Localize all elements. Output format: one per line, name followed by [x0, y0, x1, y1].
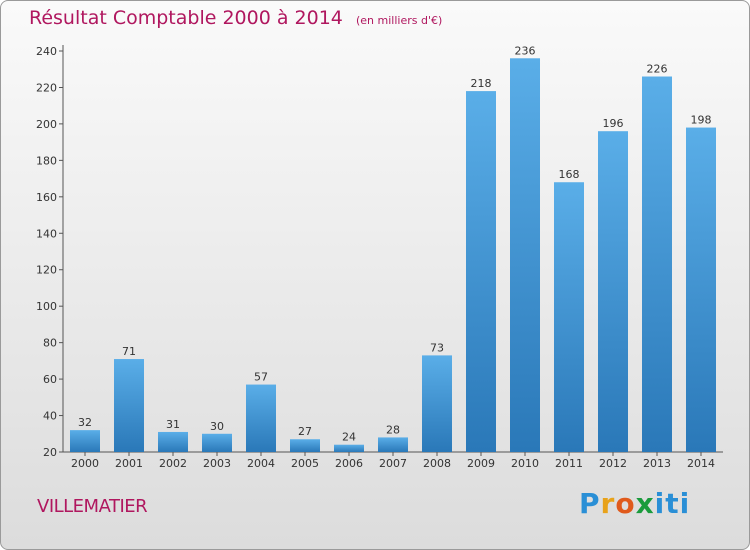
x-tick-label: 2005 [291, 457, 319, 470]
logo-letter: o [615, 487, 636, 520]
bar [554, 182, 584, 452]
x-tick-label: 2013 [643, 457, 671, 470]
bar-value-label: 196 [603, 117, 624, 130]
y-tick-label: 200 [36, 118, 57, 131]
commune-name: VILLEMATIER [37, 496, 148, 517]
title-block: Résultat Comptable 2000 à 2014 (en milli… [29, 7, 442, 29]
y-tick-label: 40 [43, 410, 57, 423]
bar-value-label: 32 [78, 416, 92, 429]
y-tick-label: 60 [43, 373, 57, 386]
bar-value-label: 198 [691, 114, 712, 127]
bar [642, 76, 672, 452]
y-tick-label: 100 [36, 300, 57, 313]
y-tick-label: 240 [36, 45, 57, 58]
bar [466, 91, 496, 452]
x-tick-label: 2010 [511, 457, 539, 470]
x-tick-label: 2006 [335, 457, 363, 470]
bar [422, 355, 452, 452]
bar-value-label: 218 [471, 77, 492, 90]
bar [158, 431, 188, 452]
labels: 32 71 31 30 57 27 24 28 73 218 236 168 196 226 198 [78, 44, 712, 443]
y-tick-label: 20 [43, 446, 57, 459]
bars [70, 58, 716, 453]
y-tick-label: 160 [36, 191, 57, 204]
x-tick-label: 2007 [379, 457, 407, 470]
bar [378, 437, 408, 452]
x-tick-label: 2012 [599, 457, 627, 470]
x-tick-label: 2014 [687, 457, 715, 470]
bar-value-label: 57 [254, 371, 268, 384]
bar-value-label: 30 [210, 420, 224, 433]
logo-letter: x [635, 487, 655, 520]
bar [290, 439, 320, 452]
logo-letter: r [600, 487, 616, 520]
bar-value-label: 236 [515, 44, 536, 57]
bar-value-label: 168 [559, 168, 580, 181]
bar-value-label: 71 [122, 345, 136, 358]
bar [598, 131, 628, 452]
logo-letter: i [679, 487, 691, 520]
bar [686, 127, 716, 453]
bar-value-label: 27 [298, 425, 312, 438]
y-tick-label: 140 [36, 227, 57, 240]
x-tick-label: 2003 [203, 457, 231, 470]
x-tick-label: 2004 [247, 457, 275, 470]
proxiti-logo: Proxiti [579, 487, 690, 520]
bar-value-label: 24 [342, 431, 356, 444]
x-tick-label: 2011 [555, 457, 583, 470]
x-tick-label: 2000 [71, 457, 99, 470]
y-tick-label: 220 [36, 81, 57, 94]
x-tick-label: 2001 [115, 457, 143, 470]
bar-value-label: 226 [647, 63, 668, 76]
logo-letter: i [654, 487, 666, 520]
x-tick-label: 2002 [159, 457, 187, 470]
logo-letter: t [665, 487, 680, 520]
x-tick-label: 2009 [467, 457, 495, 470]
chart-title: Résultat Comptable 2000 à 2014 [29, 7, 343, 29]
bar [334, 444, 364, 452]
bar-value-label: 28 [386, 423, 400, 436]
chart-subtitle: (en milliers d'€) [355, 14, 443, 27]
bar [246, 384, 276, 452]
y-tick-label: 80 [43, 337, 57, 350]
bar [202, 433, 232, 452]
bar [510, 58, 540, 453]
bar-value-label: 73 [430, 341, 444, 354]
bar [114, 359, 144, 452]
y-tick-label: 120 [36, 264, 57, 277]
x-tick-label: 2008 [423, 457, 451, 470]
bar-value-label: 31 [166, 418, 180, 431]
y-tick-label: 180 [36, 154, 57, 167]
bar [70, 430, 100, 452]
logo-letter: P [579, 487, 601, 520]
